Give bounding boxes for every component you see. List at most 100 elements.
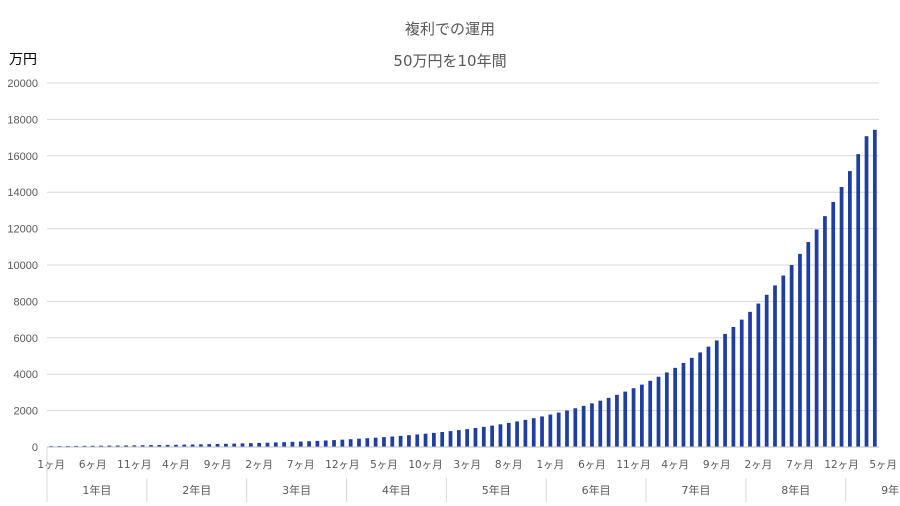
bar: [706, 346, 711, 447]
bar: [357, 438, 361, 447]
bar: [90, 445, 95, 447]
bar: [656, 376, 661, 447]
x-tick-label: 1ヶ月: [537, 459, 565, 471]
x-tick-label: 2ヶ月: [745, 459, 773, 471]
bar: [573, 408, 578, 447]
bar: [115, 445, 120, 447]
bar: [806, 242, 811, 447]
x-tick-label: 4ヶ月: [661, 459, 689, 471]
bar: [323, 440, 328, 447]
bar: [415, 434, 420, 447]
bar: [872, 129, 877, 448]
bar: [240, 443, 245, 447]
bar: [132, 445, 137, 447]
bar: [664, 372, 669, 447]
x-tick-label: 5ヶ月: [869, 459, 897, 471]
bar: [565, 410, 569, 447]
x-tick-label: 8ヶ月: [495, 459, 523, 471]
x-tick-label: 12ヶ月: [325, 459, 359, 471]
bar: [373, 437, 378, 447]
bar: [490, 425, 494, 447]
bar: [648, 380, 653, 447]
chart-subtitle: 50万円を10年間: [393, 52, 507, 70]
bar: [174, 444, 178, 447]
bar: [839, 186, 844, 447]
bar: [681, 363, 686, 447]
bar: [107, 445, 112, 447]
bar: [398, 435, 403, 447]
y-tick-label: 0: [32, 442, 38, 454]
year-label: 8年目: [781, 483, 810, 497]
bar: [307, 441, 311, 447]
bar: [789, 265, 794, 447]
x-tick-label: 10ヶ月: [408, 459, 442, 471]
bar: [864, 136, 869, 447]
chart-title: 複利での運用: [404, 20, 495, 38]
bar: [390, 436, 395, 447]
bar: [99, 445, 103, 447]
x-tick-label: 9ヶ月: [204, 459, 232, 471]
bar: [315, 440, 320, 447]
y-tick-label: 16000: [7, 151, 38, 163]
bar: [540, 416, 544, 447]
bar: [207, 444, 212, 447]
bar: [714, 340, 719, 447]
x-tick-label: 5ヶ月: [370, 459, 398, 471]
bar: [548, 414, 553, 447]
bar: [382, 437, 386, 447]
bar: [698, 352, 702, 447]
bar: [856, 154, 861, 448]
bar: [481, 426, 486, 447]
x-tick-label: 11ヶ月: [117, 459, 151, 471]
bar: [590, 403, 594, 447]
x-tick-label: 9ヶ月: [703, 459, 731, 471]
bar: [74, 445, 78, 447]
bar: [531, 418, 536, 447]
bar: [165, 444, 170, 447]
bar: [515, 421, 519, 447]
bar: [140, 445, 145, 447]
bar: [149, 445, 153, 447]
y-tick-label: 14000: [7, 187, 38, 199]
x-tick-label: 2ヶ月: [245, 459, 273, 471]
bar: [182, 444, 187, 447]
x-tick-label: 6ヶ月: [79, 459, 107, 471]
y-tick-label: 10000: [7, 260, 38, 272]
year-label: 7年目: [681, 483, 710, 497]
bar: [432, 432, 436, 447]
bar: [65, 445, 70, 447]
x-tick-label: 3ヶ月: [453, 459, 481, 471]
x-tick-label: 6ヶ月: [578, 459, 606, 471]
bar: [798, 253, 802, 447]
bar: [623, 391, 628, 447]
y-axis-unit-label: 万円: [9, 52, 37, 68]
x-tick-label: 4ヶ月: [162, 459, 190, 471]
bar: [739, 319, 744, 447]
bar: [215, 443, 220, 447]
y-tick-label: 6000: [14, 333, 38, 345]
year-label: 2年目: [182, 483, 211, 497]
bar: [781, 275, 786, 447]
bar: [298, 441, 303, 447]
bar: [498, 424, 503, 447]
y-tick-label: 4000: [14, 369, 38, 381]
bar: [82, 445, 87, 447]
bar: [340, 439, 345, 447]
bar: [773, 285, 777, 447]
bar: [448, 431, 453, 447]
bar: [224, 443, 228, 447]
bar: [290, 441, 295, 447]
bar: [248, 443, 253, 447]
bar: [848, 171, 852, 447]
bar: [523, 419, 528, 447]
y-tick-label: 20000: [7, 78, 38, 90]
bar: [190, 444, 195, 447]
bar: [615, 394, 619, 447]
y-tick-label: 18000: [7, 114, 38, 126]
bar: [199, 444, 203, 447]
bar: [465, 429, 470, 447]
bar: [407, 435, 411, 447]
bar: [273, 442, 278, 447]
bar: [764, 294, 769, 447]
bar: [606, 397, 611, 447]
